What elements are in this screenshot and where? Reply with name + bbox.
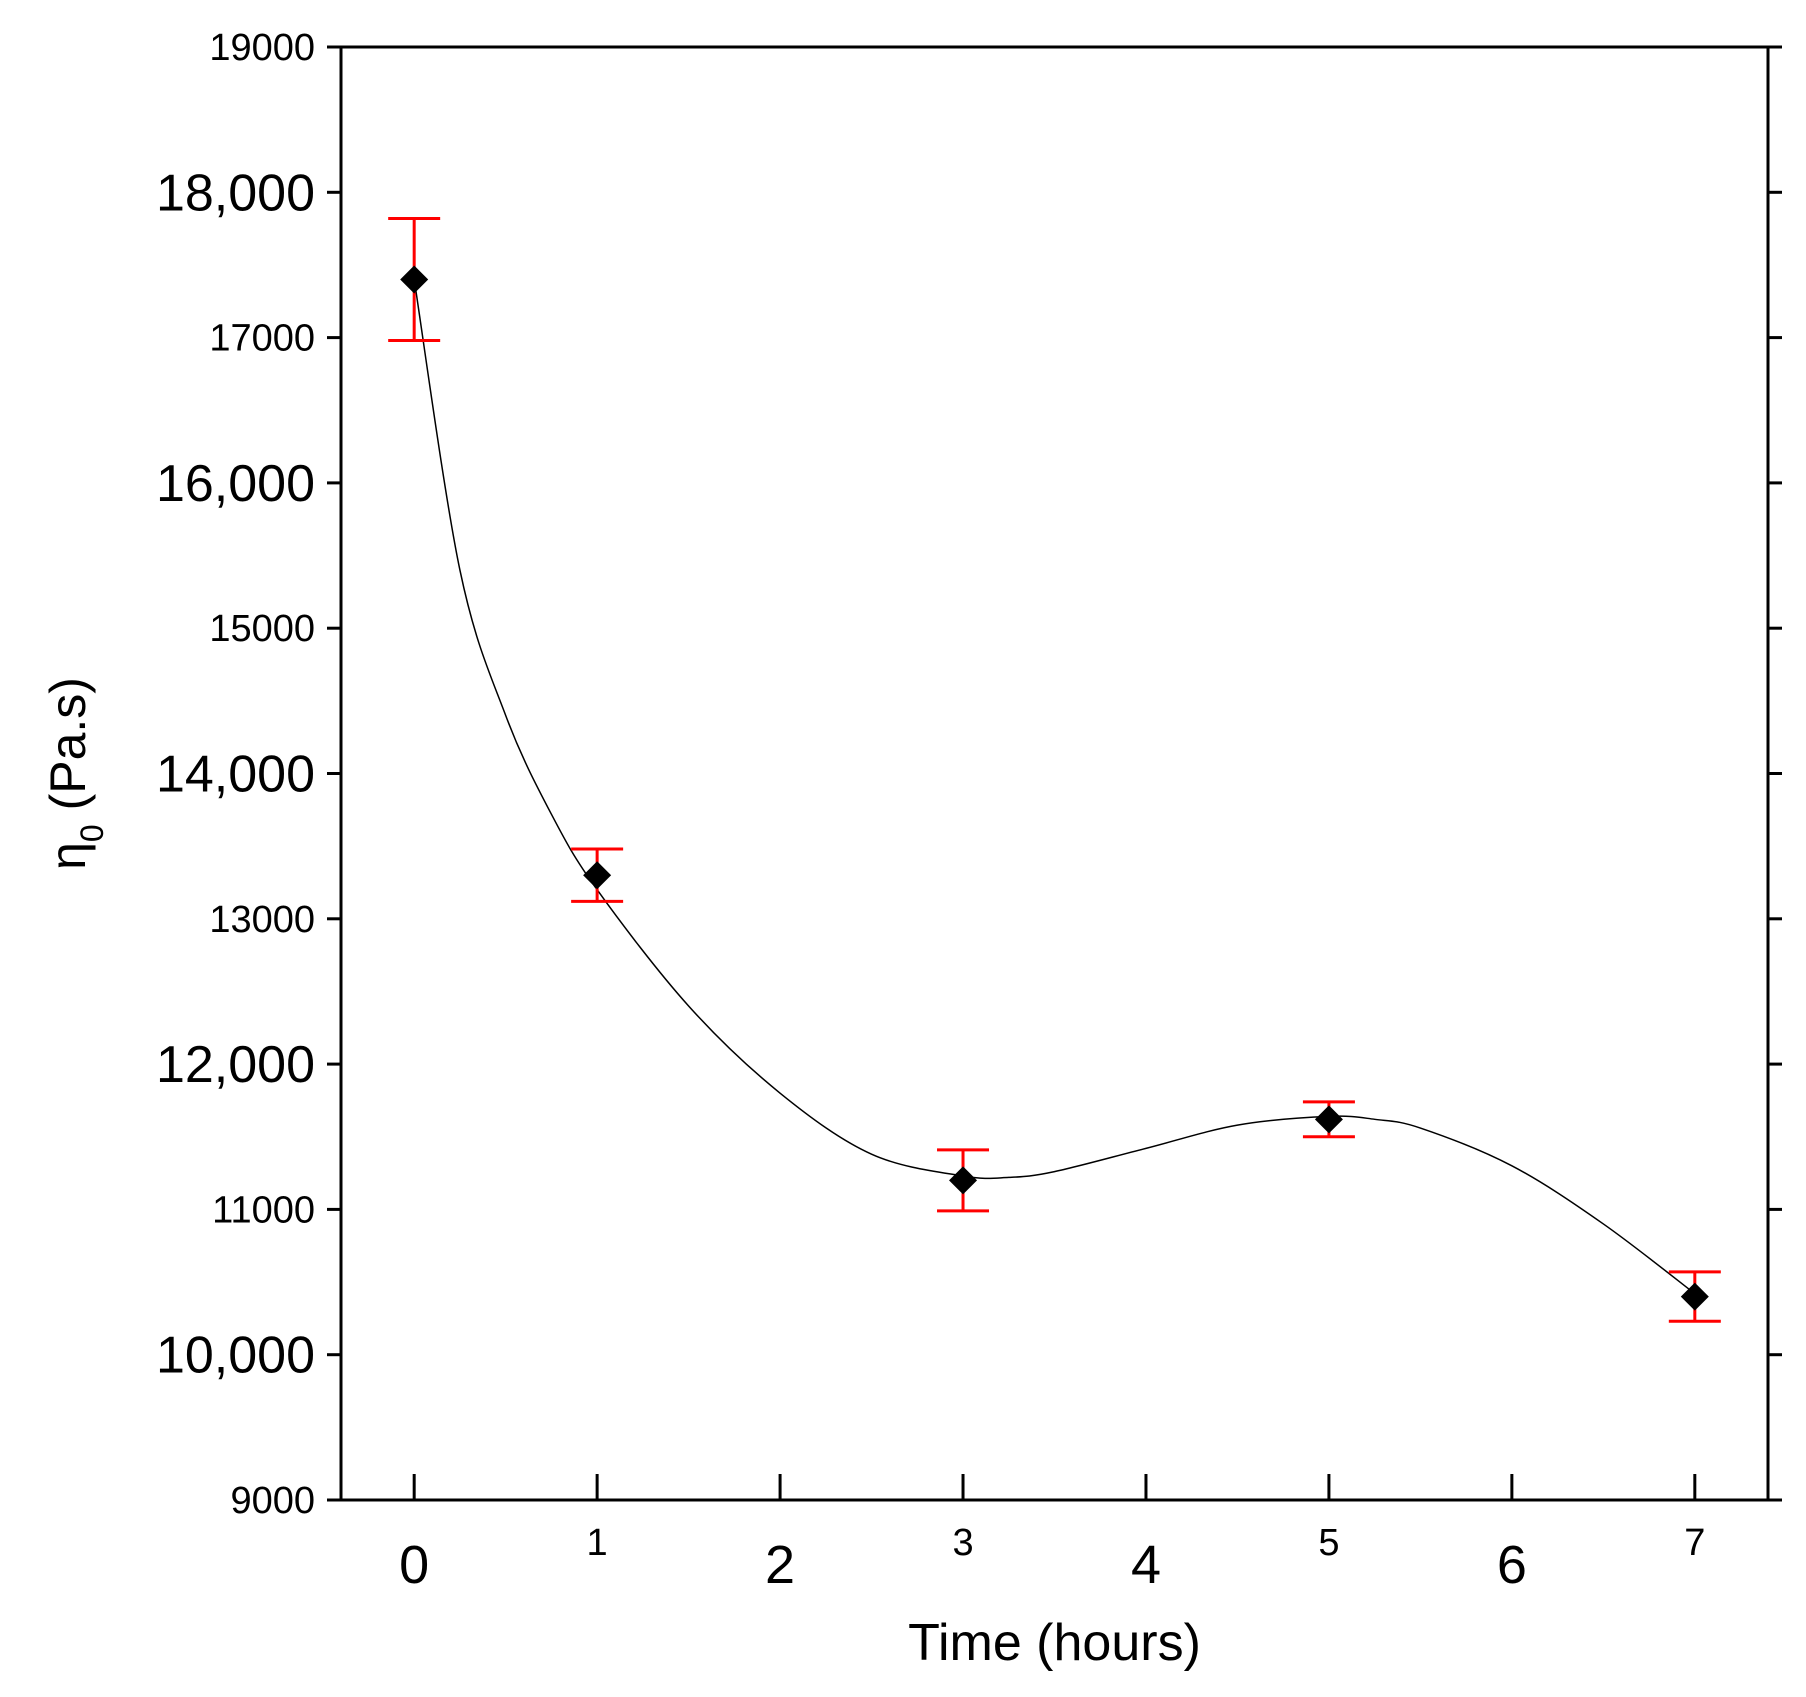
trend-curve — [413, 279, 1696, 1295]
y-tick-label: 10,000 — [156, 1327, 315, 1385]
x-axis-title: Time (hours) — [908, 1614, 1201, 1672]
data-point — [1314, 1105, 1343, 1134]
x-tick-label: 2 — [765, 1535, 795, 1595]
y-axis-title: η0 (Pa.s) — [40, 677, 110, 870]
x-tick-label: 4 — [1131, 1535, 1161, 1595]
y-tick-label: 14,000 — [156, 746, 315, 804]
x-tick-label: 6 — [1497, 1535, 1527, 1595]
y-tick-label: 17000 — [209, 318, 315, 360]
y-tick-label: 15000 — [209, 608, 315, 650]
x-tick-label: 3 — [952, 1522, 973, 1564]
y-axis-unit: (Pa.s) — [40, 677, 96, 824]
data-point — [583, 861, 612, 890]
data-point — [1680, 1282, 1709, 1311]
y-tick-label: 12,000 — [156, 1036, 315, 1094]
y-tick-label: 9000 — [230, 1480, 315, 1522]
y-tick-label: 11000 — [212, 1189, 315, 1231]
y-tick-label: 13000 — [209, 899, 315, 941]
y-tick-label: 18,000 — [156, 164, 315, 222]
y-tick-label: 16,000 — [156, 455, 315, 513]
y-axis-subscript: 0 — [74, 824, 110, 842]
x-tick-label: 0 — [399, 1535, 429, 1595]
x-tick-label: 5 — [1318, 1522, 1339, 1564]
x-tick-label: 7 — [1684, 1522, 1705, 1564]
data-point — [949, 1166, 978, 1195]
y-axis-symbol: η — [40, 842, 96, 870]
x-tick-label: 1 — [587, 1522, 608, 1564]
data-point — [400, 265, 429, 294]
y-tick-label: 19000 — [209, 27, 315, 69]
plot-frame — [339, 45, 1770, 1502]
